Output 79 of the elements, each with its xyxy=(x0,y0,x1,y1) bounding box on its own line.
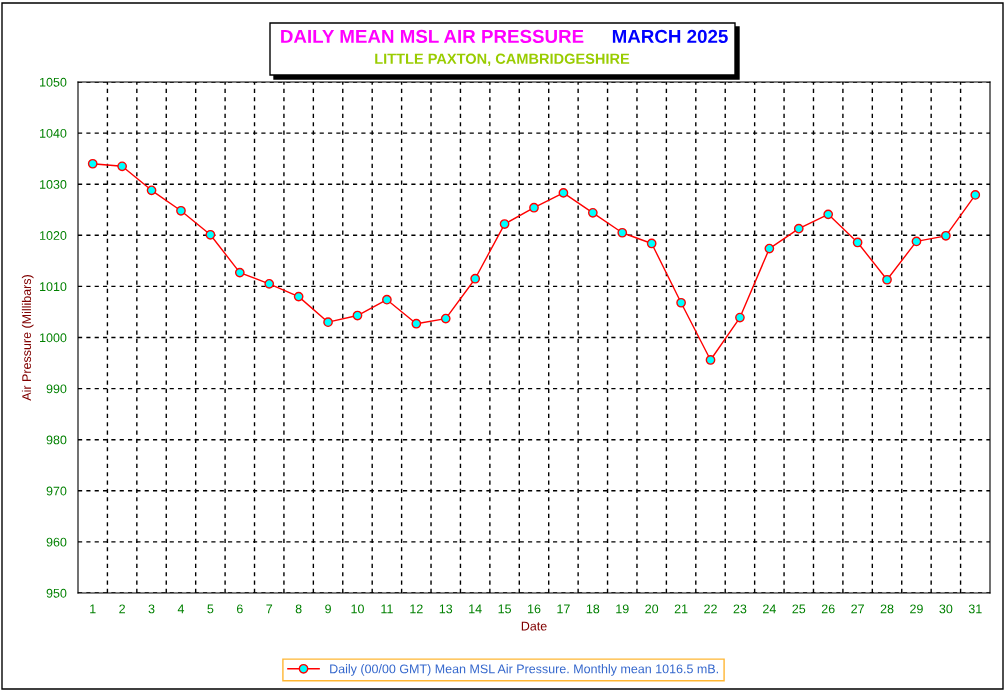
point xyxy=(705,355,716,365)
x-tick-label: 24 xyxy=(763,604,776,614)
point xyxy=(352,310,363,321)
y-tick-label: 970 xyxy=(46,486,67,496)
point xyxy=(970,190,981,200)
y-tick-label: 1050 xyxy=(40,77,67,87)
point xyxy=(793,223,804,234)
x-tick-label: 2 xyxy=(119,604,125,614)
y-tick-label: 960 xyxy=(46,537,67,547)
x-tick-label: 8 xyxy=(295,604,302,614)
x-tick-label: 18 xyxy=(586,604,600,614)
point xyxy=(735,312,745,323)
point xyxy=(823,209,834,220)
y-tick-label: 980 xyxy=(46,435,67,445)
x-tick-label: 30 xyxy=(939,604,953,614)
y-tick-label: 1030 xyxy=(40,180,67,189)
x-tick-label: 25 xyxy=(792,604,806,614)
x-tick-label: 6 xyxy=(236,604,243,614)
point xyxy=(941,230,951,241)
point xyxy=(234,267,245,278)
chart-subtitle: LITTLE PAXTON, CAMBRIDGESHIRE xyxy=(375,53,630,67)
point xyxy=(411,318,422,329)
x-tick-label: 19 xyxy=(616,604,629,614)
point xyxy=(499,219,510,229)
point xyxy=(587,207,598,218)
x-tick-label: 13 xyxy=(439,604,453,614)
point xyxy=(205,229,216,240)
x-tick-label: 21 xyxy=(674,604,688,614)
x-tick-label: 31 xyxy=(968,604,982,614)
x-axis-title: Date xyxy=(521,621,547,631)
x-tick-label: 16 xyxy=(528,604,541,614)
point xyxy=(176,205,186,216)
point xyxy=(852,237,863,248)
point xyxy=(529,202,539,213)
y-tick-label: 1000 xyxy=(40,333,67,343)
point xyxy=(646,238,657,249)
x-tick-label: 29 xyxy=(910,604,923,614)
x-tick-label: 12 xyxy=(410,604,423,614)
x-tick-label: 4 xyxy=(177,604,185,614)
chart-title: DAILY MEAN MSL AIR PRESSURE xyxy=(281,29,584,44)
point xyxy=(440,313,451,324)
x-tick-label: 22 xyxy=(704,604,717,614)
point xyxy=(117,161,127,172)
text: MARCH 2025 xyxy=(612,29,728,44)
point xyxy=(382,294,392,305)
point xyxy=(323,317,333,328)
point xyxy=(146,185,157,196)
x-tick-label: 14 xyxy=(469,604,482,614)
x-tick-label: 17 xyxy=(557,604,570,614)
y-tick-label: 1020 xyxy=(40,231,67,240)
x-tick-label: 5 xyxy=(207,604,214,614)
point xyxy=(293,291,304,302)
point xyxy=(911,236,922,247)
x-tick-label: 27 xyxy=(851,604,864,614)
y-tick-label: 950 xyxy=(46,588,67,598)
x-tick-label: 10 xyxy=(351,604,364,614)
point xyxy=(764,243,775,254)
x-tick-label: 26 xyxy=(821,604,835,614)
y-tick-label: 990 xyxy=(46,384,67,394)
point xyxy=(617,227,628,238)
point xyxy=(882,274,892,285)
x-tick-label: 9 xyxy=(325,604,331,614)
x-tick-label: 15 xyxy=(498,604,512,614)
point xyxy=(558,188,569,198)
x-tick-label: 11 xyxy=(381,604,393,614)
x-tick-label: 28 xyxy=(880,604,894,614)
legend-label: Daily (00/00 GMT) Mean MSL Air Pressure. Monthly mean 1016.5 mB. xyxy=(330,664,718,676)
y-axis-title: Air Pressure (Millibars) xyxy=(21,275,34,401)
point xyxy=(470,273,481,284)
y-tick-label: 1010 xyxy=(40,282,67,292)
x-tick-label: 1 xyxy=(90,604,96,614)
x-tick-label: 23 xyxy=(733,604,747,614)
point xyxy=(264,278,275,289)
x-tick-label: 7 xyxy=(266,604,273,614)
point xyxy=(676,297,686,308)
x-tick-label: 20 xyxy=(645,604,659,614)
y-tick-label: 1040 xyxy=(40,128,67,138)
x-tick-label: 3 xyxy=(148,604,155,614)
point xyxy=(87,158,98,169)
